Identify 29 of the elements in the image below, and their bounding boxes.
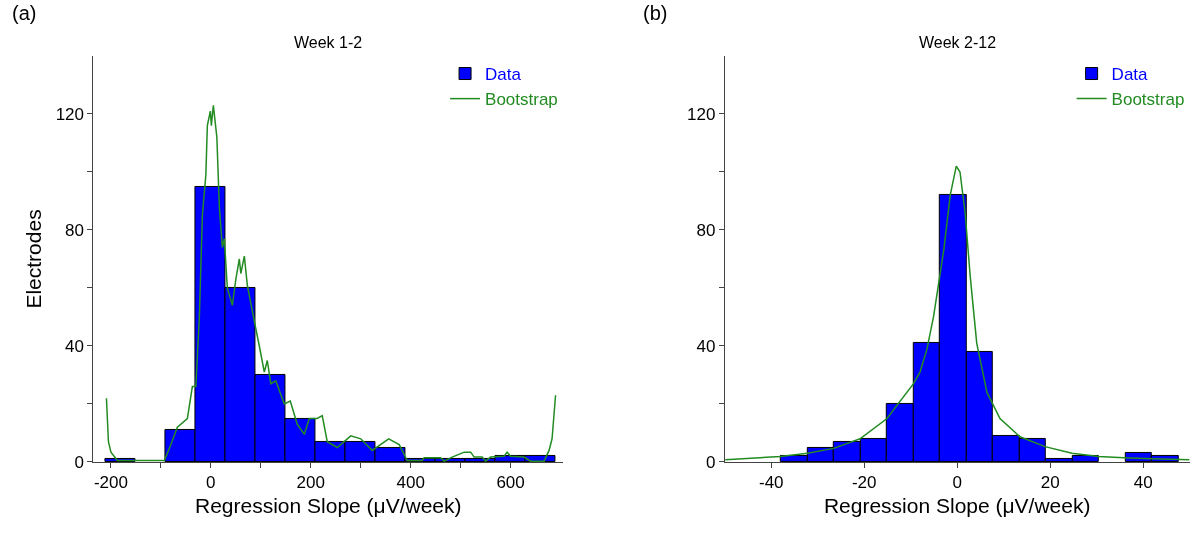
chart-title: Week 2-12 bbox=[919, 34, 997, 51]
y-tick-label: 40 bbox=[65, 336, 85, 356]
x-tick-label: -200 bbox=[93, 473, 128, 493]
x-tick-label: -20 bbox=[851, 473, 877, 493]
y-tick-label: 0 bbox=[74, 452, 85, 472]
y-tick-label: 80 bbox=[696, 220, 716, 240]
x-tick-label: 600 bbox=[496, 473, 525, 493]
x-axis-title: Regression Slope (μV/week) bbox=[823, 493, 1091, 517]
y-tick-label: 40 bbox=[696, 336, 716, 356]
y-tick-label: 0 bbox=[705, 452, 716, 472]
x-tick-label: 0 bbox=[206, 473, 216, 493]
legend-label: Data bbox=[1111, 65, 1149, 85]
x-tick-label: 40 bbox=[1133, 473, 1153, 493]
text: (a) bbox=[12, 2, 37, 24]
y-tick-label: 80 bbox=[65, 220, 85, 240]
chart-title: Week 1-2 bbox=[294, 34, 363, 51]
legend-label: Data bbox=[485, 65, 522, 85]
y-tick-label: 120 bbox=[687, 104, 716, 124]
x-axis-title: Regression Slope (μV/week) bbox=[194, 493, 462, 517]
x-tick-label: 400 bbox=[396, 473, 425, 493]
legend-label: Bootstrap bbox=[1111, 90, 1185, 110]
x-tick-label: 200 bbox=[296, 473, 325, 493]
x-tick-label: 20 bbox=[1040, 473, 1060, 493]
y-axis-title: Electrodes bbox=[21, 209, 45, 309]
x-tick-label: 0 bbox=[952, 473, 962, 493]
text: (b) bbox=[643, 2, 668, 24]
legend-label: Bootstrap bbox=[485, 90, 558, 110]
x-tick-label: -40 bbox=[758, 473, 784, 493]
y-tick-label: 120 bbox=[55, 104, 85, 124]
